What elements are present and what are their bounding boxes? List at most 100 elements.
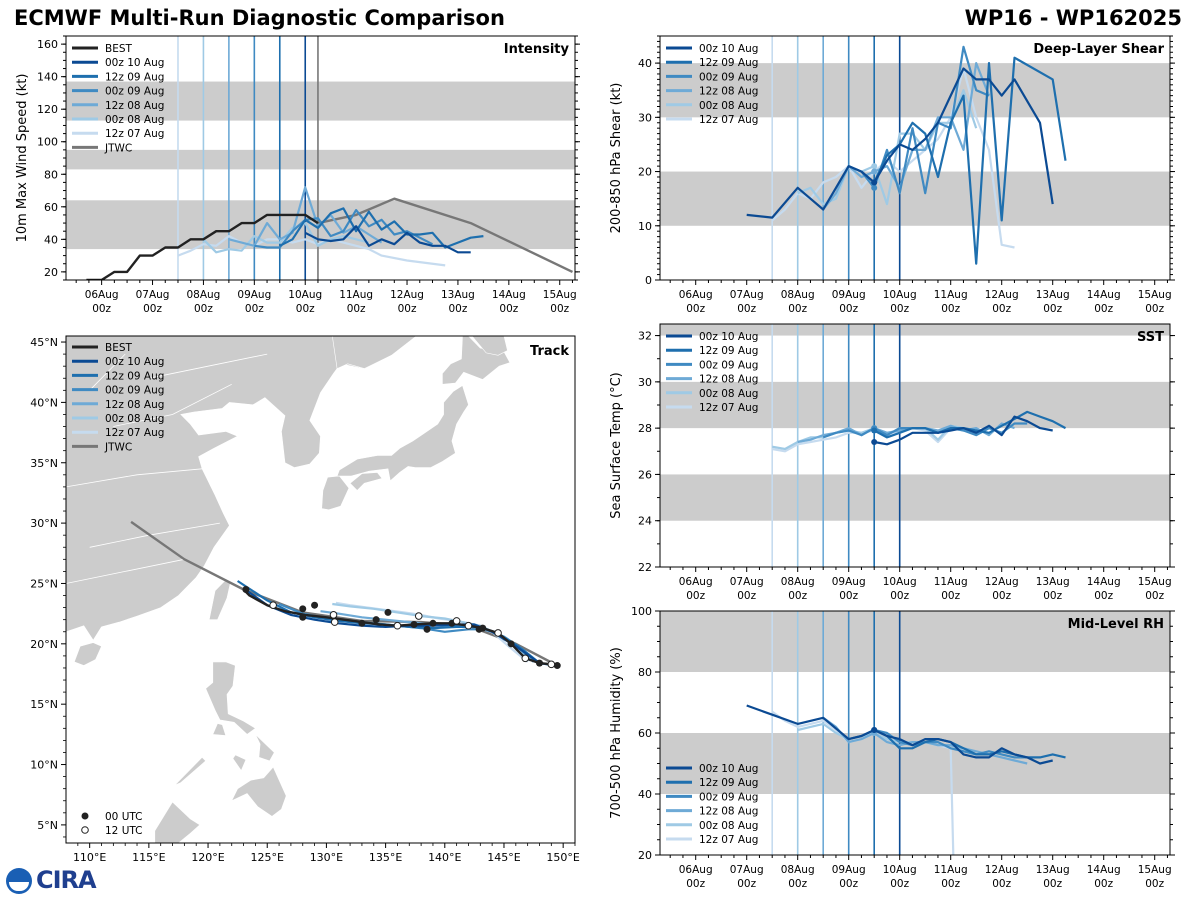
panel-title: Mid-Level RH	[1068, 617, 1164, 632]
track-point-12utc	[452, 617, 461, 625]
land-mass	[174, 756, 207, 786]
x-tick-label: 07Aug	[730, 864, 764, 876]
legend-label: 00z 09 Aug	[105, 86, 164, 98]
shaded-band	[660, 611, 1170, 672]
x-tick-label: 00z	[1145, 303, 1164, 315]
legend-label: 00z 08 Aug	[105, 114, 164, 126]
x-tick-label: 00z	[737, 303, 756, 315]
track-point-12utc	[414, 612, 423, 620]
legend-label: 00z 08 Aug	[699, 100, 758, 112]
legend-label: 12z 08 Aug	[105, 399, 164, 411]
series-point	[871, 184, 878, 191]
series-line-12z-09-aug	[873, 729, 1066, 759]
legend-label: 12z 07 Aug	[105, 128, 164, 140]
legend-label: 12z 08 Aug	[105, 100, 164, 112]
land-mass	[331, 336, 417, 370]
axes-frame	[659, 35, 1171, 281]
legend-label: 00z 10 Aug	[105, 356, 164, 368]
cira-logo-text: CIRA	[36, 866, 97, 894]
legend-label: 12z 08 Aug	[699, 806, 758, 818]
x-tick-label: 00z	[992, 590, 1011, 602]
y-tick-label: 20	[638, 849, 652, 862]
legend-marker-00utc	[81, 812, 89, 820]
x-tick-label: 125°E	[251, 851, 284, 864]
province-border	[89, 353, 126, 391]
x-tick-label: 06Aug	[679, 576, 713, 588]
track-point-00utc	[242, 586, 250, 593]
y-tick-label: 40	[44, 233, 58, 246]
track-point-00utc	[358, 619, 366, 627]
x-tick-label: 07Aug	[730, 576, 764, 588]
x-tick-label: 00z	[1043, 590, 1062, 602]
y-tick-label: 35°N	[30, 457, 58, 470]
series-line-00z-10-aug	[874, 415, 1053, 446]
land-mass	[231, 766, 287, 817]
legend-label: JTWC	[104, 441, 132, 453]
y-tick-label: 80	[44, 168, 58, 181]
track-point-00utc	[475, 625, 483, 633]
y-tick-label: 40°N	[30, 396, 58, 409]
y-tick-label: 30	[638, 111, 652, 124]
track-point-00utc	[372, 616, 380, 624]
y-tick-label: 15°N	[30, 698, 58, 711]
x-tick-label: 00z	[686, 590, 705, 602]
series-line-00z-10-aug	[746, 67, 1054, 219]
x-tick-label: 12Aug	[390, 289, 424, 301]
x-tick-label: 00z	[788, 590, 807, 602]
legend-label: 12z 07 Aug	[699, 402, 758, 414]
panel-title: Track	[530, 344, 569, 359]
track-point-12utc	[269, 601, 277, 609]
legend-label: 00z 09 Aug	[699, 359, 758, 371]
y-tick-label: 100	[631, 605, 652, 618]
x-tick-label: 14Aug	[1087, 864, 1121, 876]
x-tick-label: 00z	[839, 303, 858, 315]
x-tick-label: 12Aug	[985, 289, 1019, 301]
x-tick-label: 09Aug	[832, 576, 866, 588]
shaded-band	[660, 474, 1170, 521]
land-mass	[66, 336, 416, 641]
land-mass	[232, 754, 247, 772]
x-tick-label: 00z	[941, 590, 960, 602]
legend-label: 00z 09 Aug	[699, 791, 758, 803]
y-tick-label: 45°N	[30, 336, 58, 349]
legend-label: 00z 10 Aug	[699, 43, 758, 55]
panel-track: 110°E 115°E 120°E 125°E 130°E 135°E 140°E 145°E…	[30, 335, 580, 864]
x-tick-label: 00z	[448, 303, 467, 315]
y-axis-label: 10m Max Wind Speed (kt)	[15, 74, 30, 243]
land-mass	[154, 801, 201, 843]
x-tick-label: 11Aug	[934, 864, 968, 876]
x-tick-label: 08Aug	[781, 576, 815, 588]
y-tick-label: 10	[638, 220, 652, 233]
x-tick-label: 09Aug	[832, 289, 866, 301]
x-tick-label: 145°E	[487, 851, 520, 864]
x-tick-label: 06Aug	[679, 289, 713, 301]
x-tick-label: 140°E	[428, 851, 461, 864]
shaded-band	[66, 81, 575, 121]
legend-label: 12z 09 Aug	[699, 777, 758, 789]
y-axis-label: Sea Surface Temp (°C)	[609, 372, 624, 519]
plot-area-sst	[660, 324, 1170, 567]
land-mass	[212, 723, 227, 736]
y-tick-label: 10°N	[30, 759, 58, 772]
x-tick-label: 00z	[398, 303, 417, 315]
legend-label: 00z 10 Aug	[105, 57, 164, 69]
land-mass	[471, 336, 508, 356]
x-tick-label: 00z	[1145, 590, 1164, 602]
y-tick-label: 160	[37, 38, 58, 51]
x-tick-label: 13Aug	[1036, 864, 1070, 876]
x-tick-label: 11Aug	[339, 289, 373, 301]
y-tick-label: 20	[44, 266, 58, 279]
x-tick-label: 00z	[992, 303, 1011, 315]
series-line-00z-09-aug	[848, 45, 990, 195]
shaded-band	[66, 149, 575, 170]
x-tick-label: 08Aug	[186, 289, 220, 301]
track-point-12utc	[521, 654, 530, 663]
province-border	[66, 468, 203, 488]
x-tick-label: 00z	[941, 878, 960, 890]
panel-title: Intensity	[504, 42, 570, 57]
x-tick-label: 07Aug	[136, 289, 170, 301]
panel-title: SST	[1137, 330, 1164, 345]
shaded-band	[660, 381, 1170, 429]
panel-sst: 06Aug 00z 07Aug 00z 08Aug 00z 09Aug 00z 10Aug 00z…	[609, 323, 1175, 602]
